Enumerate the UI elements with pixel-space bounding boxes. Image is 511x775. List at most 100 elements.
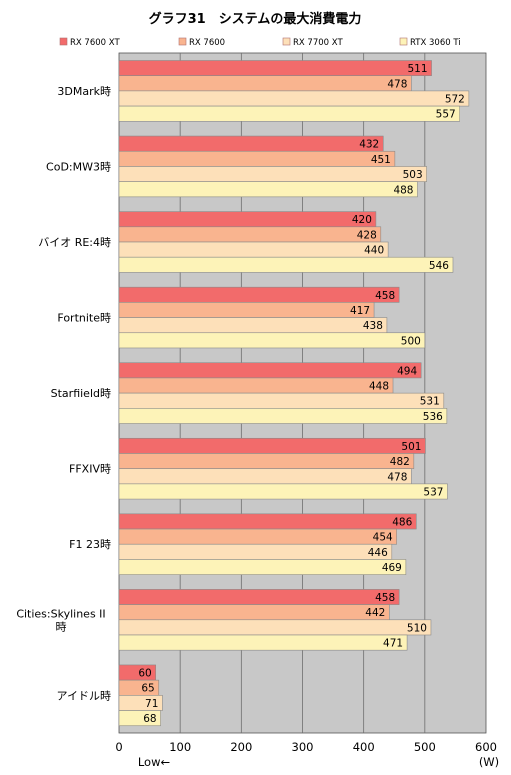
unit-label: (W): [479, 755, 499, 769]
bar-rx-7600-xt: [118, 513, 417, 530]
bar-rx-7600-xt: [118, 286, 400, 303]
data-label: 60: [138, 668, 151, 680]
category-label: CoD:MW3時: [46, 160, 111, 173]
data-label: 454: [373, 532, 393, 544]
bar-rx-7700-xt: [118, 543, 393, 560]
bar-rx-7700-xt: [118, 468, 412, 485]
data-label: 446: [368, 547, 388, 559]
bar-rtx-3060-ti: [118, 332, 426, 349]
data-label: 503: [403, 169, 423, 181]
data-label: 448: [369, 381, 389, 393]
bar-rx-7600-xt: [118, 589, 400, 605]
bar-rx-7600-xt: [118, 362, 422, 379]
tick-label: 400: [353, 740, 375, 754]
data-label: 469: [382, 562, 402, 574]
data-label: 536: [423, 411, 443, 423]
bar-rx-7600: [118, 377, 394, 394]
bar-rtx-3060-ti: [118, 105, 460, 122]
data-label: 428: [357, 229, 377, 241]
bar-rx-7700-xt: [118, 619, 432, 636]
bar-rx-7700-xt: [118, 317, 388, 334]
bar-rtx-3060-ti: [118, 559, 407, 575]
bar-rtx-3060-ti: [118, 710, 161, 727]
data-label: 438: [363, 320, 383, 332]
legend-label-rx-7600: RX 7600: [189, 38, 225, 48]
data-label: 65: [141, 683, 154, 695]
data-label: 68: [143, 713, 156, 725]
tick-label: 600: [475, 740, 497, 754]
chart-title: グラフ31 システムの最大消費電力: [149, 11, 362, 27]
legend-label-rx-7600-xt: RX 7600 XT: [70, 38, 120, 48]
category-label: Starfiield時: [51, 387, 111, 400]
data-label: 500: [401, 335, 421, 347]
bar-rx-7600-xt: [118, 211, 377, 228]
bar-rx-7600: [118, 150, 396, 167]
bar-rx-7700-xt: [118, 166, 427, 182]
data-label: 71: [145, 698, 158, 710]
data-label: 531: [420, 396, 440, 408]
bar-rtx-3060-ti: [118, 181, 418, 198]
bar-rx-7700-xt: [118, 90, 470, 107]
data-label: 420: [352, 214, 372, 226]
bar-rx-7600: [118, 75, 412, 92]
legend-swatch-rx-7700-xt: [282, 37, 291, 46]
category-label: Cities:Skylines II: [16, 607, 105, 620]
data-label: 572: [445, 94, 465, 106]
data-label: 510: [407, 622, 427, 634]
data-label: 478: [387, 471, 407, 483]
direction-label: Low←: [138, 755, 170, 769]
data-label: 471: [383, 638, 403, 650]
tick-label: 100: [169, 740, 191, 754]
category-label: FFXIV時: [69, 463, 111, 476]
bar-rx-7600: [118, 528, 397, 545]
data-label: 451: [371, 154, 391, 166]
data-label: 537: [423, 486, 443, 498]
category-label: F1 23時: [69, 538, 111, 551]
category-label: Fortnite時: [57, 312, 111, 325]
data-label: 478: [387, 78, 407, 90]
legend-label-rx-7700-xt: RX 7700 XT: [293, 38, 343, 48]
data-label: 458: [375, 592, 395, 604]
bar-rx-7600-xt: [118, 60, 432, 76]
bar-rtx-3060-ti: [118, 634, 408, 651]
bar-rx-7600-xt: [118, 135, 384, 152]
data-label: 482: [390, 456, 410, 468]
data-label: 486: [392, 516, 412, 528]
data-label: 442: [365, 607, 385, 619]
data-label: 432: [359, 139, 379, 151]
bar-rx-7600: [118, 604, 390, 621]
data-label: 440: [364, 245, 384, 257]
category-label: 3DMark時: [57, 85, 111, 98]
bar-rtx-3060-ti: [118, 408, 448, 424]
data-label: 494: [397, 365, 417, 377]
bars: 5114785725574324515034884204284405464584…: [118, 60, 470, 727]
data-label: 417: [350, 305, 370, 317]
legend-swatch-rx-7600: [178, 37, 187, 46]
tick-label: 500: [414, 740, 436, 754]
data-label: 557: [436, 109, 456, 121]
tick-label: 200: [230, 740, 252, 754]
bar-rx-7600: [118, 302, 375, 318]
x-axis: 0 100 200 300 400 500 600 Low← (W): [115, 740, 499, 769]
legend-swatch-rtx-3060-ti: [399, 37, 408, 46]
data-label: 511: [408, 63, 428, 75]
data-label: 458: [375, 290, 395, 302]
bar-rx-7700-xt: [118, 241, 389, 258]
tick-label: 300: [292, 740, 314, 754]
category-label: 時: [56, 620, 67, 633]
legend-swatch-rx-7600-xt: [59, 37, 68, 46]
bar-rx-7600: [118, 453, 415, 469]
legend: RX 7600 XT RX 7600 RX 7700 XT RTX 3060 Ti: [59, 37, 461, 48]
tick-label: 0: [115, 740, 122, 754]
legend-label-rtx-3060-ti: RTX 3060 Ti: [410, 38, 461, 48]
category-label: バイオ RE:4時: [38, 236, 111, 249]
data-label: 501: [401, 441, 421, 453]
bar-rtx-3060-ti: [118, 256, 454, 273]
data-label: 488: [393, 184, 413, 196]
bar-rx-7700-xt: [118, 392, 445, 409]
bar-rx-7600-xt: [118, 437, 426, 454]
bar-rtx-3060-ti: [118, 483, 448, 500]
category-label: アイドル時: [57, 689, 111, 702]
